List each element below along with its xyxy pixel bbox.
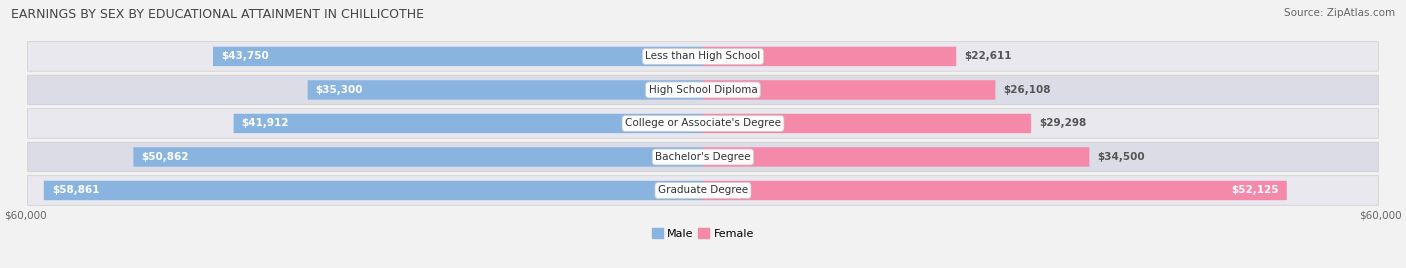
Text: $34,500: $34,500 [1098,152,1144,162]
FancyBboxPatch shape [134,147,703,167]
Text: $43,750: $43,750 [221,51,269,61]
Text: Graduate Degree: Graduate Degree [658,185,748,195]
FancyBboxPatch shape [703,181,1286,200]
Text: Bachelor's Degree: Bachelor's Degree [655,152,751,162]
Text: $26,108: $26,108 [1004,85,1050,95]
FancyBboxPatch shape [308,80,703,100]
Text: $41,912: $41,912 [242,118,290,128]
Text: $60,000: $60,000 [1360,211,1402,221]
FancyBboxPatch shape [28,176,1378,205]
Text: $22,611: $22,611 [965,51,1012,61]
FancyBboxPatch shape [233,114,703,133]
Text: Less than High School: Less than High School [645,51,761,61]
FancyBboxPatch shape [28,109,1378,138]
Legend: Male, Female: Male, Female [647,224,759,243]
FancyBboxPatch shape [28,75,1378,105]
Text: EARNINGS BY SEX BY EDUCATIONAL ATTAINMENT IN CHILLICOTHE: EARNINGS BY SEX BY EDUCATIONAL ATTAINMEN… [11,8,425,21]
Text: High School Diploma: High School Diploma [648,85,758,95]
FancyBboxPatch shape [703,80,995,100]
Text: $60,000: $60,000 [4,211,46,221]
Text: College or Associate's Degree: College or Associate's Degree [626,118,780,128]
Text: $35,300: $35,300 [316,85,363,95]
FancyBboxPatch shape [28,42,1378,71]
FancyBboxPatch shape [703,147,1090,167]
FancyBboxPatch shape [28,142,1378,172]
FancyBboxPatch shape [214,47,703,66]
Text: $50,862: $50,862 [142,152,188,162]
Text: $52,125: $52,125 [1232,185,1278,195]
Text: $29,298: $29,298 [1039,118,1087,128]
FancyBboxPatch shape [703,114,1031,133]
FancyBboxPatch shape [703,47,956,66]
Text: Source: ZipAtlas.com: Source: ZipAtlas.com [1284,8,1395,18]
Text: $58,861: $58,861 [52,185,100,195]
FancyBboxPatch shape [44,181,703,200]
